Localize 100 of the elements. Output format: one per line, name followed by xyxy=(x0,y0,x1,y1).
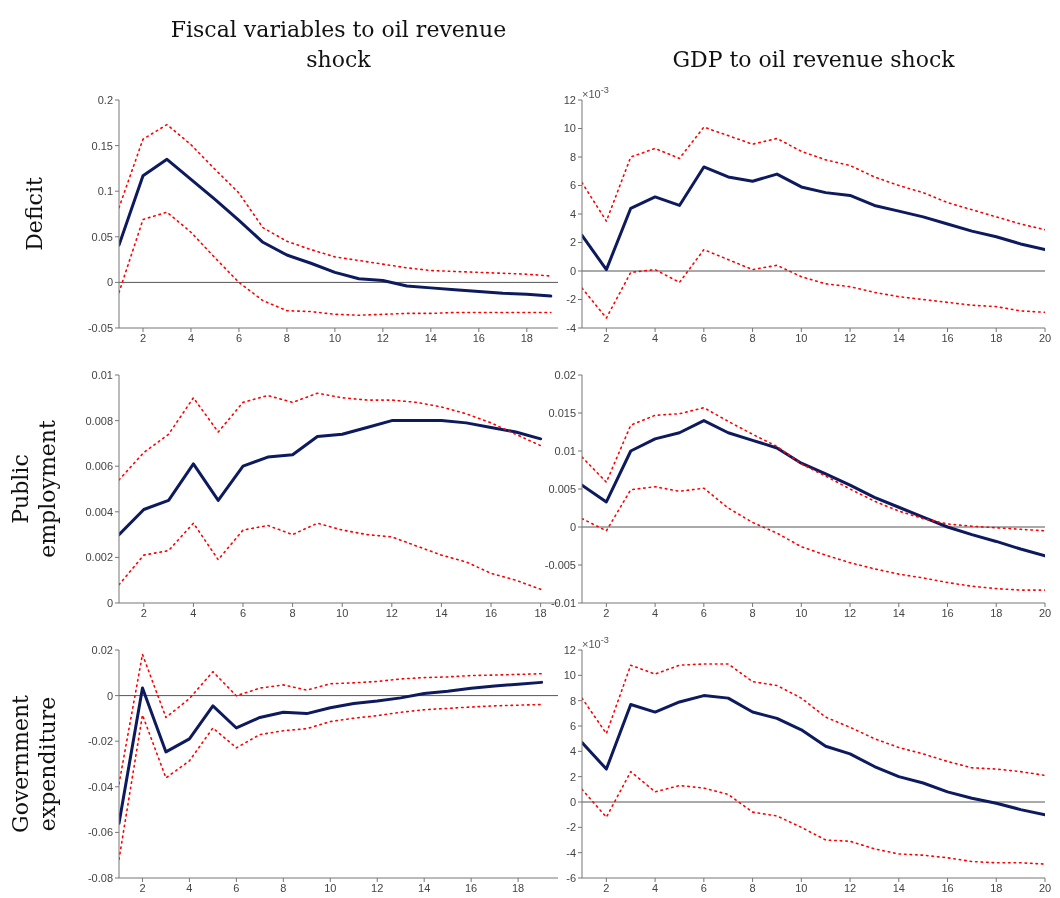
x-tick-label: 10 xyxy=(795,606,808,619)
x-tick-label: 18 xyxy=(520,331,533,344)
x-tick-label: 4 xyxy=(187,331,195,344)
x-tick-label: 16 xyxy=(484,606,498,619)
line-series xyxy=(582,248,1045,319)
y-tick-label: 10 xyxy=(563,122,576,135)
x-tick-label: 10 xyxy=(336,606,349,619)
x-tick-label: 8 xyxy=(289,606,296,619)
y-axis-title: Public employment xyxy=(7,419,61,560)
x-tick-label: 14 xyxy=(435,606,448,619)
chart-title: GDP to oil revenue shock xyxy=(671,46,956,74)
y-tick-label: 0 xyxy=(569,520,576,533)
x-tick-label: 2 xyxy=(139,331,147,344)
x-tick-label: 12 xyxy=(371,881,384,894)
x-tick-label: 20 xyxy=(1038,331,1052,344)
x-tick-label: 2 xyxy=(140,606,147,619)
x-tick-label: 8 xyxy=(749,331,756,344)
line-series xyxy=(582,406,1045,532)
x-tick-label: 20 xyxy=(1038,881,1052,894)
y-tick-label: -0.06 xyxy=(87,826,113,839)
y-tick-label: -0.04 xyxy=(87,780,113,793)
y-tick-label: -2 xyxy=(566,293,576,306)
x-tick-label: 14 xyxy=(418,881,431,894)
y-tick-label: 0.006 xyxy=(85,460,113,473)
x-tick-label: 10 xyxy=(795,331,808,344)
x-tick-label: 18 xyxy=(534,606,547,619)
x-tick-label: 16 xyxy=(941,606,954,619)
x-tick-label: 10 xyxy=(328,331,342,344)
x-tick-label: 18 xyxy=(990,606,1003,619)
y-tick-label: 0 xyxy=(569,264,576,277)
y-tick-label: 8 xyxy=(569,694,576,707)
x-tick-label: 8 xyxy=(749,881,756,894)
x-tick-label: 8 xyxy=(283,331,290,344)
y-tick-label: -6 xyxy=(566,871,576,884)
x-tick-label: 2 xyxy=(139,881,146,894)
x-tick-label: 14 xyxy=(892,606,905,619)
x-tick-label: 4 xyxy=(186,881,193,894)
line-series xyxy=(582,770,1045,865)
x-tick-label: 18 xyxy=(511,881,525,894)
y-tick-label: 0.1 xyxy=(97,185,113,198)
line-series xyxy=(582,419,1045,558)
y-tick-label: 0 xyxy=(569,795,576,808)
y-tick-label: 0.02 xyxy=(91,643,113,656)
x-tick-label: 4 xyxy=(652,881,659,894)
y-tick-label: 4 xyxy=(569,745,576,758)
y-axis-title: Deficit xyxy=(20,177,48,251)
y-tick-label: -0.005 xyxy=(544,558,576,571)
line-series xyxy=(119,419,543,537)
line-series xyxy=(119,123,552,277)
line-series xyxy=(119,522,542,591)
text: ×10$^{-3}$ xyxy=(582,85,609,100)
x-tick-label: 6 xyxy=(700,606,707,619)
y-tick-label: 12 xyxy=(563,643,576,656)
y-tick-label: 10 xyxy=(563,669,576,682)
x-tick-label: 16 xyxy=(472,331,485,344)
x-tick-label: 20 xyxy=(1038,606,1052,619)
line-series xyxy=(582,663,1045,777)
y-tick-label: 0.01 xyxy=(554,444,576,457)
x-tick-label: 14 xyxy=(892,881,905,894)
line-series xyxy=(119,211,552,317)
text: ×10$^{-3}$ xyxy=(582,635,609,650)
x-tick-label: 4 xyxy=(652,331,659,344)
y-tick-label: 12 xyxy=(563,93,576,106)
y-tick-label: -2 xyxy=(566,821,576,834)
x-tick-label: 12 xyxy=(376,331,389,344)
x-tick-label: 8 xyxy=(280,881,287,894)
y-tick-label: 0.008 xyxy=(85,414,113,427)
x-tick-label: 6 xyxy=(235,331,243,344)
x-tick-label: 12 xyxy=(843,606,857,619)
x-tick-label: 12 xyxy=(385,606,398,619)
line-series xyxy=(119,680,544,825)
x-tick-label: 6 xyxy=(700,331,707,344)
x-tick-label: 4 xyxy=(190,606,197,619)
y-axis-title: Government expenditure xyxy=(7,694,61,835)
y-tick-label: 0.05 xyxy=(91,230,113,243)
y-tick-label: 0.005 xyxy=(548,482,576,495)
x-tick-label: 2 xyxy=(603,331,610,344)
y-tick-label: -4 xyxy=(566,846,576,859)
x-tick-label: 12 xyxy=(843,881,857,894)
y-tick-label: 2 xyxy=(569,236,576,249)
x-tick-label: 6 xyxy=(700,881,707,894)
y-tick-label: 0 xyxy=(106,276,113,289)
x-tick-label: 6 xyxy=(233,881,240,894)
x-tick-label: 8 xyxy=(749,606,756,619)
y-tick-label: -4 xyxy=(566,321,576,334)
y-tick-label: 0.2 xyxy=(97,93,113,106)
y-tick-label: 0.01 xyxy=(91,368,113,381)
y-tick-label: 0 xyxy=(106,596,113,609)
y-tick-label: 0 xyxy=(106,689,113,702)
y-tick-label: -0.05 xyxy=(87,321,113,334)
y-tick-label: -0.02 xyxy=(87,735,113,748)
x-tick-label: 16 xyxy=(465,881,478,894)
y-tick-label: 6 xyxy=(569,719,576,732)
x-tick-label: 10 xyxy=(324,881,337,894)
y-tick-label: 8 xyxy=(569,150,576,163)
line-series xyxy=(119,157,553,298)
x-tick-label: 18 xyxy=(990,331,1003,344)
y-tick-label: 0.015 xyxy=(548,406,576,419)
x-tick-label: 14 xyxy=(424,331,437,344)
y-tick-label: 4 xyxy=(569,207,576,220)
